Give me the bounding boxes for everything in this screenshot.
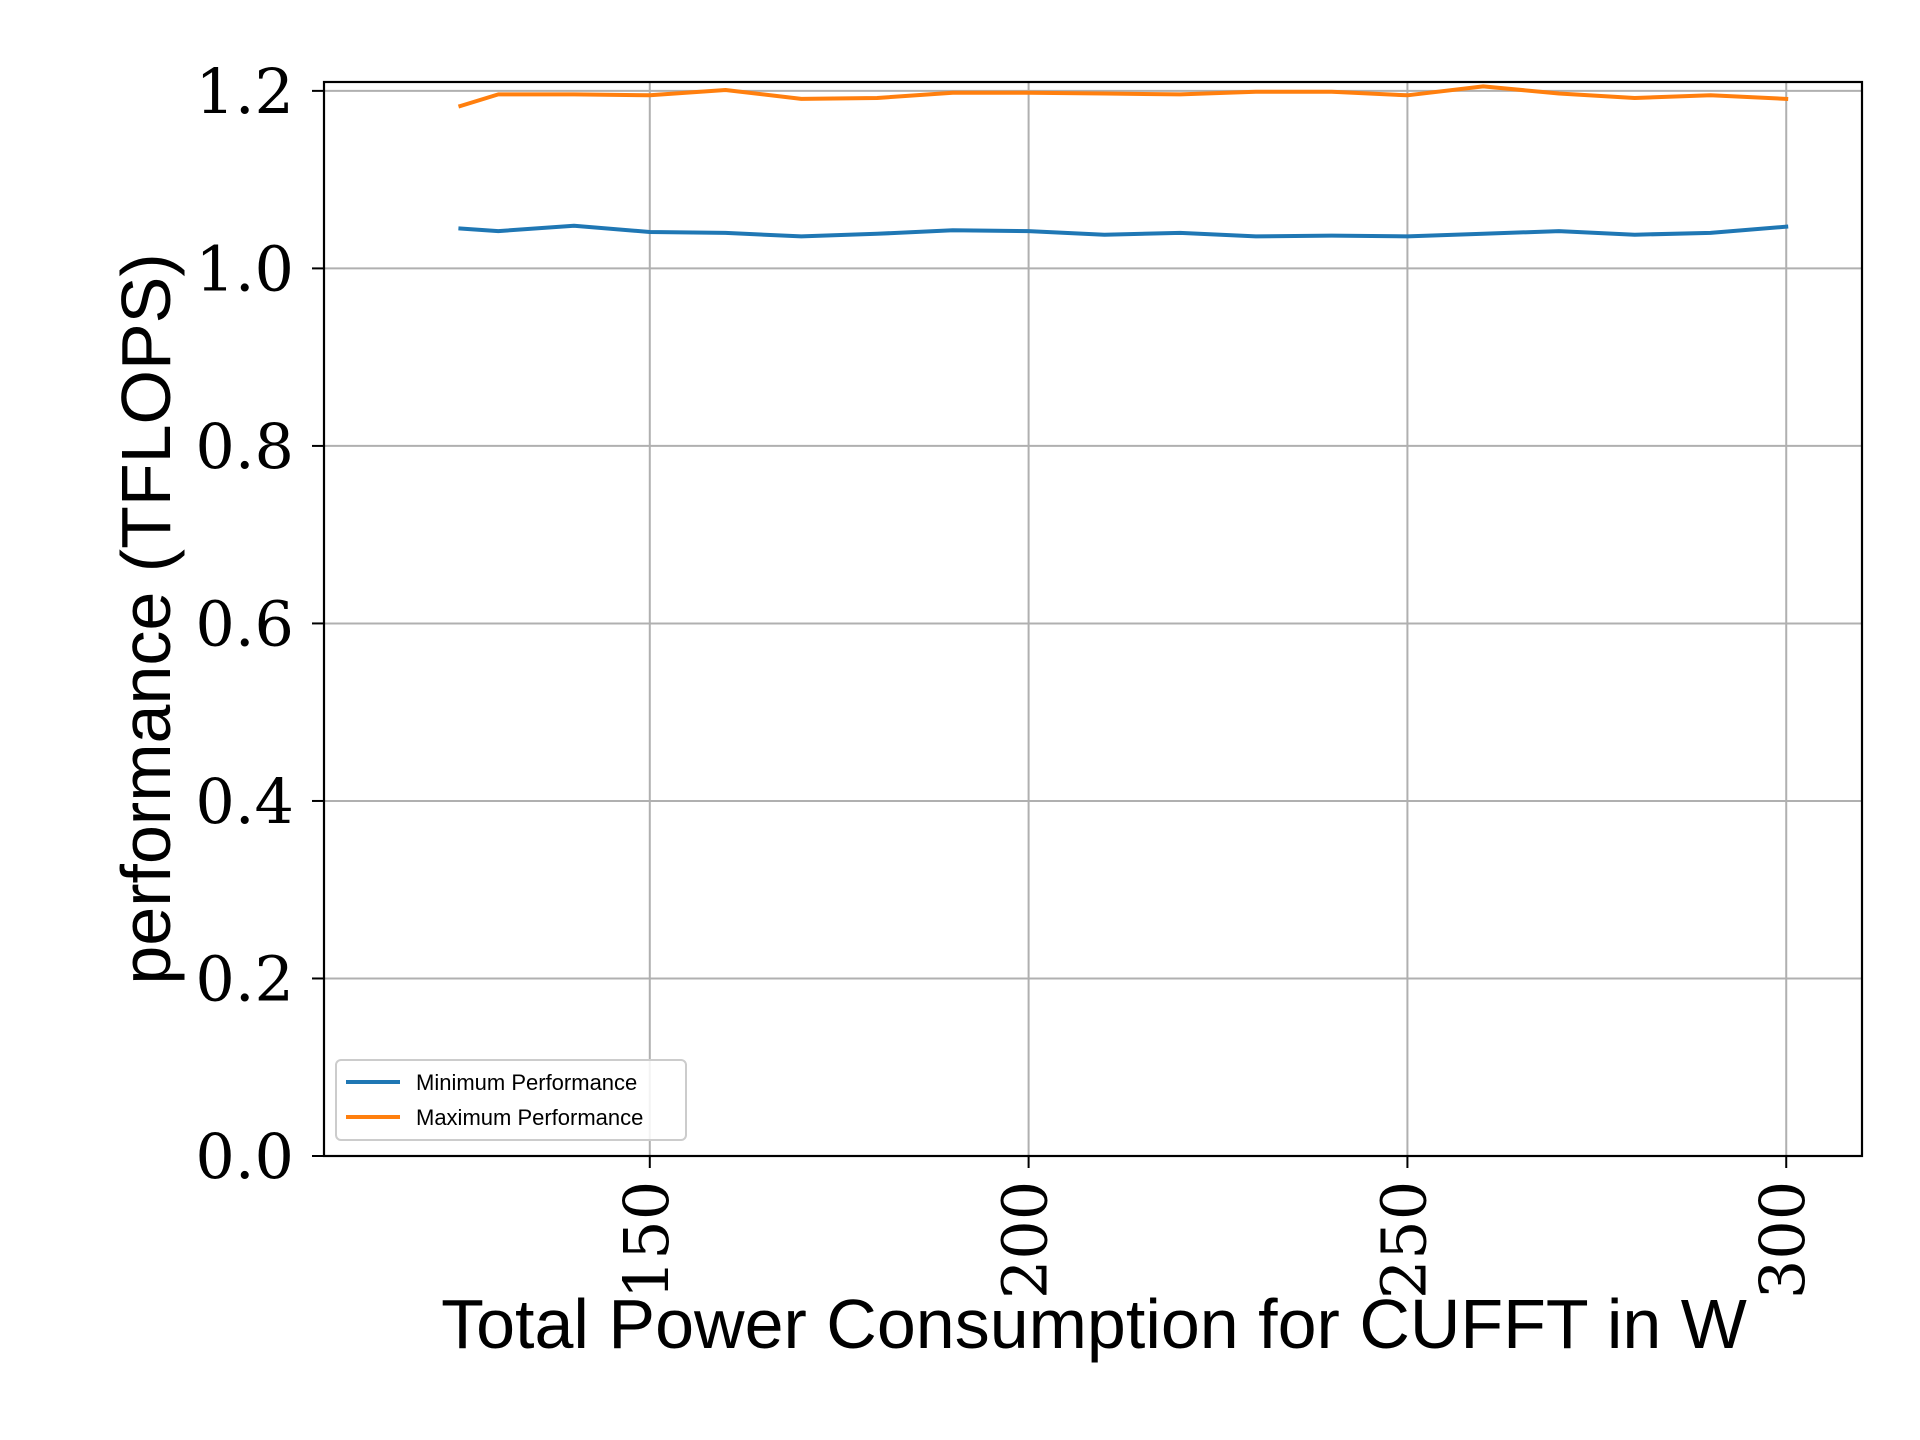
- y-tick-label: 0.0: [195, 1120, 294, 1193]
- series-line-minimum-performance: [458, 223, 1789, 239]
- x-tick-label: 150: [610, 1181, 683, 1299]
- y-axis-title: performance (TFLOPS): [107, 253, 185, 984]
- x-tick-label: 200: [989, 1181, 1062, 1299]
- data-series: [457, 84, 1789, 239]
- plot-frame: [322, 80, 1864, 1158]
- x-axis-title: Total Power Consumption for CUFFT in W: [441, 1285, 1747, 1363]
- legend-box: [335, 1059, 687, 1141]
- y-tick-label: 0.2: [195, 942, 294, 1015]
- legend: Minimum Performance Maximum Performance: [335, 1059, 687, 1141]
- legend-label: Maximum Performance: [416, 1105, 643, 1130]
- y-tick-label: 0.8: [195, 410, 294, 483]
- y-tick-label: 0.4: [195, 765, 294, 838]
- y-tick-label: 0.6: [195, 587, 294, 660]
- y-tick-label: 1.2: [195, 55, 294, 128]
- series-line-maximum-performance: [457, 84, 1789, 109]
- x-tick-label: 300: [1746, 1181, 1819, 1299]
- legend-label: Minimum Performance: [416, 1070, 637, 1095]
- y-tick-label: 1.0: [195, 232, 294, 305]
- x-tick-label: 250: [1367, 1181, 1440, 1299]
- axis-ticks: 150 200 250 300 0.0 0.2 0.4 0.6 0.8 1.0 1.2: [195, 55, 1819, 1299]
